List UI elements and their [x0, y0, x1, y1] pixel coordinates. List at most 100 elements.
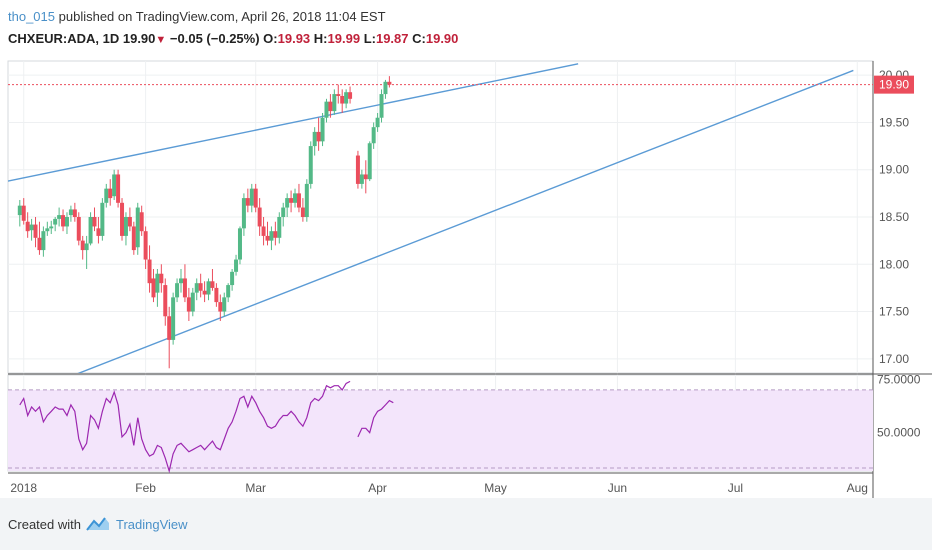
- candle-body[interactable]: [120, 202, 125, 236]
- candle-body[interactable]: [340, 95, 345, 104]
- candle-body[interactable]: [383, 81, 388, 95]
- upper-trendline[interactable]: [8, 63, 579, 182]
- candle-body[interactable]: [100, 202, 105, 236]
- candle-body[interactable]: [234, 259, 239, 272]
- candle-body[interactable]: [167, 316, 172, 340]
- candle-body[interactable]: [363, 174, 368, 180]
- candle-body[interactable]: [135, 207, 140, 248]
- candle-body[interactable]: [210, 281, 215, 288]
- candle-body[interactable]: [316, 131, 321, 142]
- candle-body[interactable]: [277, 217, 282, 238]
- candle-body[interactable]: [265, 235, 270, 241]
- candle-body[interactable]: [84, 243, 89, 251]
- candle-body[interactable]: [336, 94, 341, 96]
- candle-body[interactable]: [332, 94, 337, 112]
- candle-body[interactable]: [285, 198, 290, 208]
- candle-body[interactable]: [230, 271, 235, 286]
- candle-body[interactable]: [163, 285, 168, 317]
- author-link[interactable]: tho_015: [8, 9, 55, 24]
- candle-body[interactable]: [57, 215, 62, 219]
- candle-body[interactable]: [222, 297, 227, 312]
- candle-body[interactable]: [179, 278, 183, 284]
- candle-body[interactable]: [21, 205, 26, 221]
- candle-body[interactable]: [33, 224, 38, 238]
- candle-body[interactable]: [289, 198, 294, 203]
- candle-body[interactable]: [218, 302, 223, 312]
- candle-body[interactable]: [104, 188, 109, 203]
- candle-body[interactable]: [139, 212, 144, 232]
- candle-body[interactable]: [214, 287, 219, 303]
- candle-body[interactable]: [367, 143, 372, 180]
- candle-body[interactable]: [131, 226, 136, 251]
- candle-body[interactable]: [312, 131, 317, 147]
- candle-body[interactable]: [92, 217, 97, 227]
- candle-body[interactable]: [241, 198, 246, 229]
- candle-body[interactable]: [123, 217, 128, 236]
- candle-body[interactable]: [143, 231, 148, 260]
- candle-body[interactable]: [379, 94, 384, 118]
- candle-body[interactable]: [324, 101, 329, 118]
- candle-body[interactable]: [72, 209, 77, 217]
- candle-body[interactable]: [281, 207, 286, 217]
- candle-body[interactable]: [88, 217, 93, 244]
- tradingview-brand-link[interactable]: TradingView: [116, 517, 188, 532]
- candle-body[interactable]: [344, 92, 349, 104]
- candle-body[interactable]: [269, 231, 274, 241]
- candle-body[interactable]: [64, 217, 69, 227]
- candle-body[interactable]: [159, 273, 164, 284]
- candle-body[interactable]: [108, 188, 113, 199]
- candle-body[interactable]: [308, 146, 313, 184]
- candle-body[interactable]: [226, 285, 231, 298]
- candle-body[interactable]: [175, 283, 180, 298]
- candle-body[interactable]: [328, 101, 333, 112]
- candle-body[interactable]: [237, 228, 242, 260]
- candle-body[interactable]: [371, 127, 376, 144]
- candle-body[interactable]: [359, 174, 364, 184]
- candle-body[interactable]: [348, 92, 353, 99]
- candle-body[interactable]: [17, 205, 22, 216]
- candle-body[interactable]: [375, 117, 380, 128]
- candle-body[interactable]: [182, 278, 187, 298]
- candle-body[interactable]: [80, 240, 85, 251]
- candle-body[interactable]: [206, 281, 211, 295]
- candle-body[interactable]: [355, 155, 360, 184]
- candle-body[interactable]: [68, 209, 73, 216]
- candle-body[interactable]: [171, 297, 176, 340]
- candle-body[interactable]: [41, 231, 46, 251]
- candle-body[interactable]: [45, 228, 50, 232]
- candle-body[interactable]: [296, 193, 301, 208]
- rsi-line[interactable]: [19, 380, 394, 474]
- candle-body[interactable]: [151, 278, 156, 298]
- candle-body[interactable]: [147, 259, 152, 284]
- candle-body[interactable]: [304, 183, 309, 217]
- candle-body[interactable]: [261, 226, 266, 236]
- candle-body[interactable]: [257, 207, 262, 227]
- candle-body[interactable]: [112, 174, 117, 197]
- candle-body[interactable]: [127, 217, 132, 227]
- candle-body[interactable]: [61, 215, 66, 227]
- candle-body[interactable]: [25, 221, 30, 232]
- candle-body[interactable]: [320, 117, 325, 142]
- candle-body[interactable]: [273, 231, 278, 238]
- candle-body[interactable]: [198, 283, 203, 291]
- candle-body[interactable]: [245, 198, 250, 206]
- candle-body[interactable]: [49, 226, 54, 229]
- candle-body[interactable]: [293, 193, 298, 203]
- candle-body[interactable]: [96, 228, 101, 236]
- candle-body[interactable]: [300, 207, 305, 217]
- candle-body[interactable]: [190, 292, 195, 312]
- candle-body[interactable]: [186, 297, 191, 312]
- candle-body[interactable]: [253, 188, 258, 208]
- candle-body[interactable]: [387, 81, 392, 85]
- candle-body[interactable]: [249, 188, 254, 206]
- candle-body[interactable]: [155, 273, 160, 293]
- candle-body[interactable]: [194, 283, 199, 293]
- candle-body[interactable]: [76, 217, 81, 241]
- candle-body[interactable]: [29, 224, 34, 231]
- candle-body[interactable]: [53, 218, 58, 225]
- candle-body[interactable]: [116, 174, 121, 203]
- candle-body[interactable]: [37, 237, 42, 251]
- lower-trendline[interactable]: [55, 69, 854, 382]
- candle-body[interactable]: [202, 290, 207, 295]
